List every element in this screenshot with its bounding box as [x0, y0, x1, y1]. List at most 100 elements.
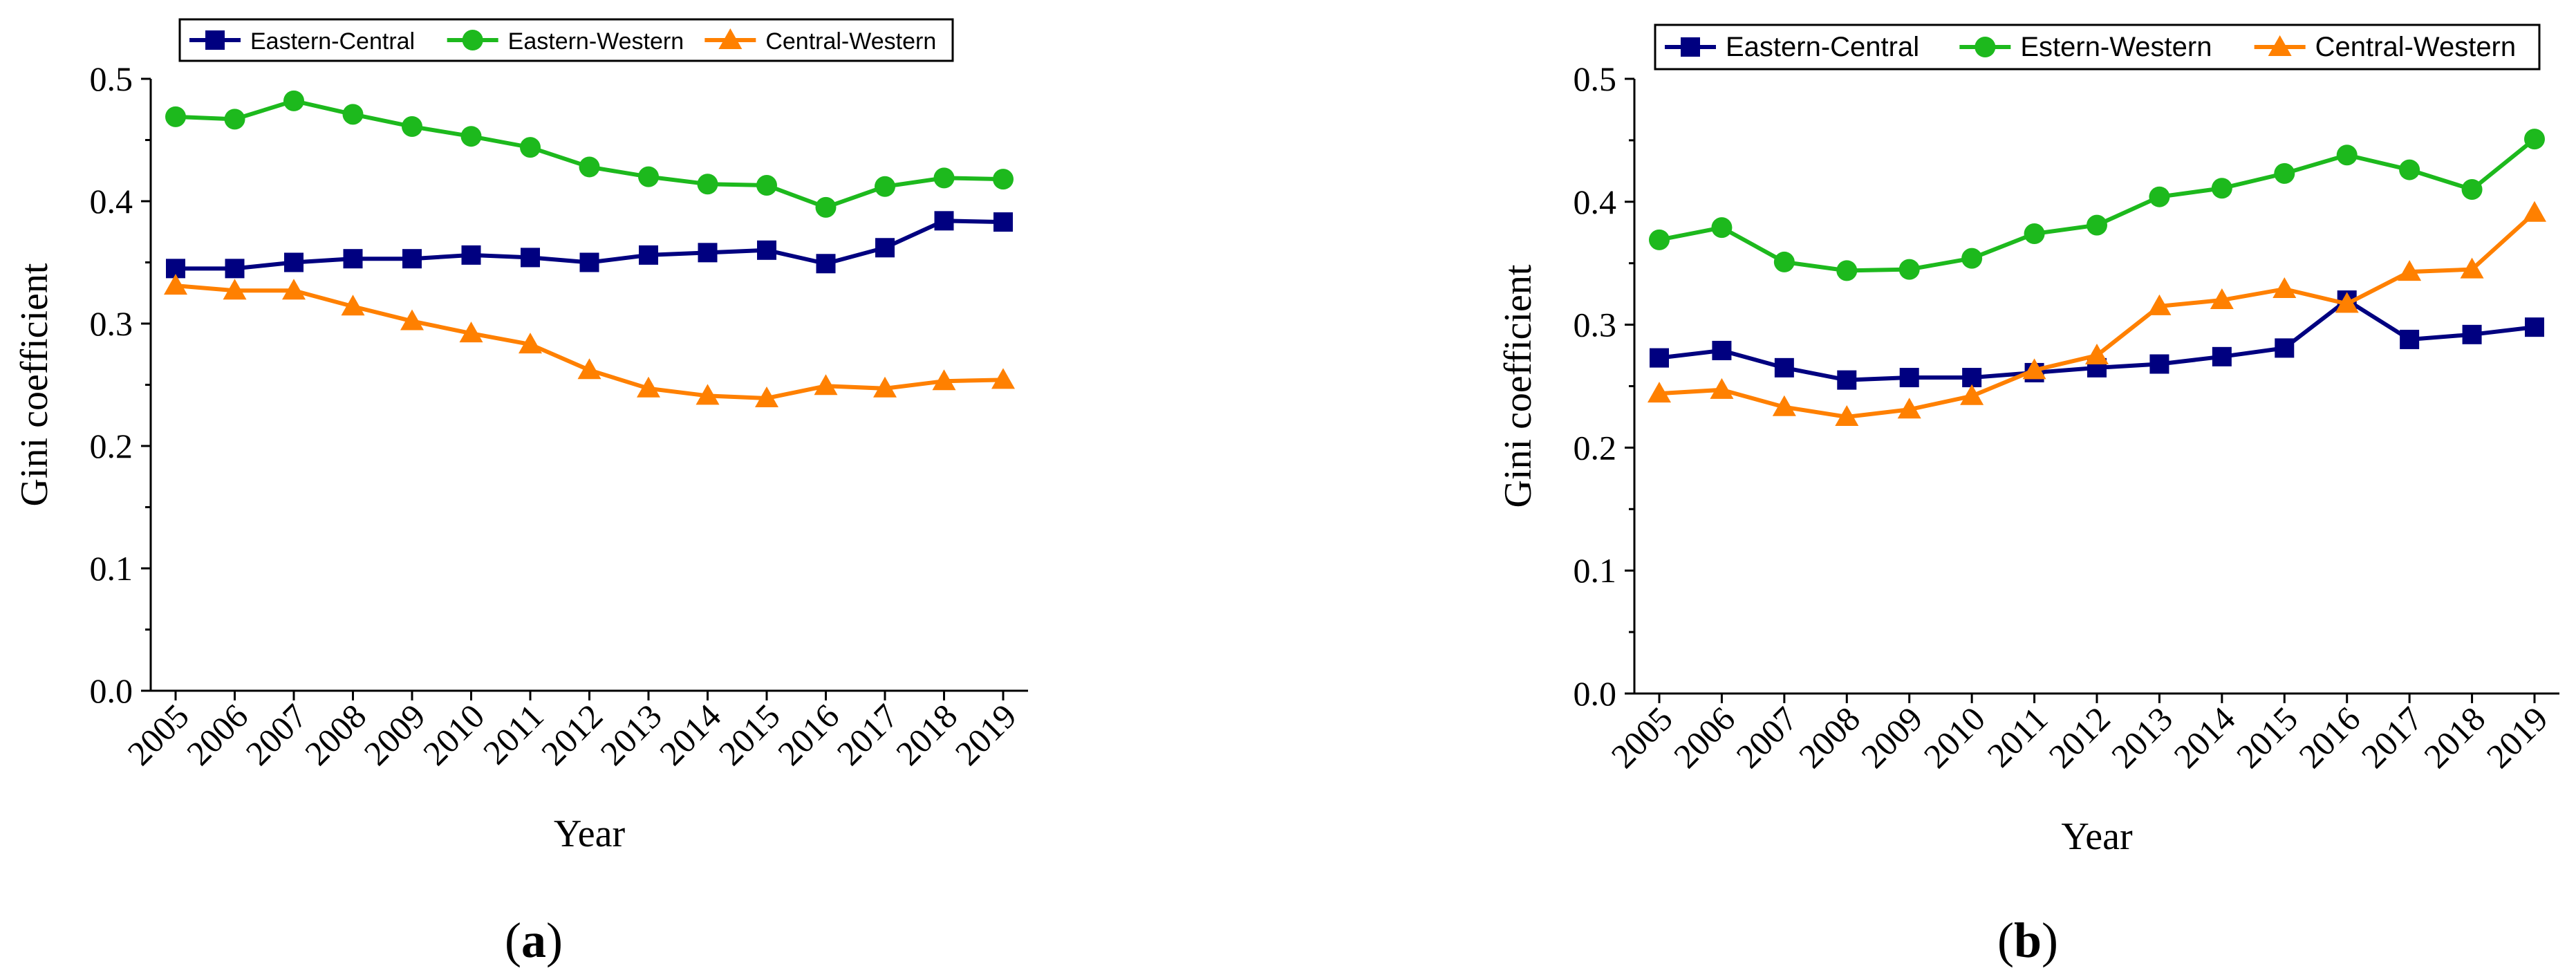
data-point	[1773, 251, 1795, 272]
data-point	[579, 156, 600, 178]
x-tick-label: 2011	[476, 696, 551, 772]
panel-letter: b	[2014, 913, 2042, 968]
data-point	[2399, 159, 2420, 180]
x-tick-label: 2017	[2354, 699, 2430, 775]
x-tick-label: 2007	[238, 696, 314, 772]
data-point	[2461, 179, 2483, 201]
data-point	[402, 116, 422, 138]
data-point	[1772, 395, 1796, 416]
data-point	[1650, 348, 1669, 368]
data-point	[2462, 324, 2482, 344]
panel-label: (a)	[505, 913, 563, 968]
data-point	[343, 249, 363, 269]
series-line-2	[175, 283, 1004, 400]
data-point	[755, 386, 778, 407]
data-point	[814, 374, 838, 396]
legend-box	[1654, 24, 2541, 71]
y-tick-label: 0.3	[1574, 306, 1617, 344]
y-tick-label: 0.5	[1574, 59, 1617, 98]
data-point	[2147, 294, 2172, 315]
data-point	[873, 376, 897, 398]
data-point	[165, 106, 186, 127]
x-tick-label: 2010	[416, 696, 492, 772]
chart-panel-a: 0.00.10.20.30.40.52005200620072008200920…	[13, 18, 1028, 968]
data-point	[2024, 223, 2045, 245]
data-point	[815, 196, 837, 218]
x-tick-label: 2008	[297, 696, 373, 772]
data-point	[637, 376, 660, 398]
y-tick-label: 0.1	[1574, 551, 1617, 590]
data-point	[1837, 370, 1857, 390]
data-point	[1774, 357, 1794, 378]
x-tick-label: 2012	[2041, 699, 2117, 775]
panel-letter: a	[521, 913, 546, 968]
data-point	[460, 126, 482, 147]
data-point	[756, 174, 777, 196]
data-point	[1960, 384, 1984, 405]
data-point	[2087, 214, 2107, 236]
legend-marker	[205, 30, 225, 50]
data-point	[2149, 186, 2170, 207]
data-point	[2398, 260, 2422, 281]
x-tick-label: 2017	[829, 696, 905, 772]
x-tick-label: 2009	[356, 696, 432, 772]
data-point	[577, 358, 601, 380]
chart-panel-b: 0.00.10.20.30.40.52005200620072008200920…	[1497, 24, 2559, 968]
data-point	[2524, 129, 2545, 150]
y-tick-label: 0.2	[90, 427, 133, 465]
x-tick-label: 2014	[2166, 699, 2242, 775]
x-tick-label: 2019	[947, 696, 1023, 772]
data-point	[991, 368, 1015, 389]
data-point	[223, 279, 247, 300]
x-tick-label: 2019	[2479, 699, 2555, 775]
data-point	[225, 259, 245, 279]
y-tick-label: 0.5	[90, 59, 133, 98]
x-tick-label: 2006	[179, 696, 255, 772]
data-point	[579, 252, 599, 272]
data-point	[2275, 338, 2295, 358]
legend-marker	[718, 28, 743, 49]
legend-marker	[2268, 35, 2292, 56]
legend-label: Estern-Western	[2020, 32, 2212, 62]
x-tick-label: 2014	[652, 696, 728, 772]
data-point	[1649, 229, 1670, 250]
legend-box	[178, 18, 954, 62]
x-tick-label: 2007	[1728, 699, 1804, 775]
data-point	[696, 384, 720, 405]
data-point	[639, 245, 658, 265]
x-tick-label: 2009	[1854, 699, 1930, 775]
panel-label: (b)	[1997, 913, 2058, 968]
data-point	[2336, 145, 2358, 166]
data-point	[1836, 260, 1858, 281]
data-point	[1712, 340, 1732, 360]
data-point	[2149, 354, 2169, 374]
data-point	[402, 249, 422, 269]
data-point	[1711, 217, 1733, 239]
data-point	[520, 137, 541, 158]
x-tick-label: 2015	[711, 696, 787, 772]
data-point	[2274, 162, 2295, 184]
data-point	[875, 176, 895, 197]
series-line-1	[1659, 137, 2536, 273]
data-point	[934, 211, 954, 231]
legend-label: Eastern-Central	[250, 28, 415, 55]
legend-label: Central-Western	[765, 28, 936, 55]
x-tick-label: 2008	[1791, 699, 1867, 775]
data-point	[2022, 358, 2046, 380]
data-point	[697, 174, 718, 195]
data-point	[341, 295, 365, 316]
y-axis-title: Gini coefficient	[1497, 264, 1540, 508]
x-tick-label: 2016	[770, 696, 846, 772]
data-point	[2085, 344, 2109, 365]
legend-marker	[1975, 37, 1996, 57]
data-point	[1898, 259, 1920, 280]
data-point	[1710, 378, 1734, 399]
x-tick-label: 2016	[2291, 699, 2367, 775]
data-point	[2525, 317, 2544, 337]
data-point	[459, 322, 483, 343]
data-point	[2211, 178, 2232, 199]
data-point	[2400, 329, 2420, 349]
data-point	[342, 104, 364, 125]
data-point	[519, 333, 542, 354]
